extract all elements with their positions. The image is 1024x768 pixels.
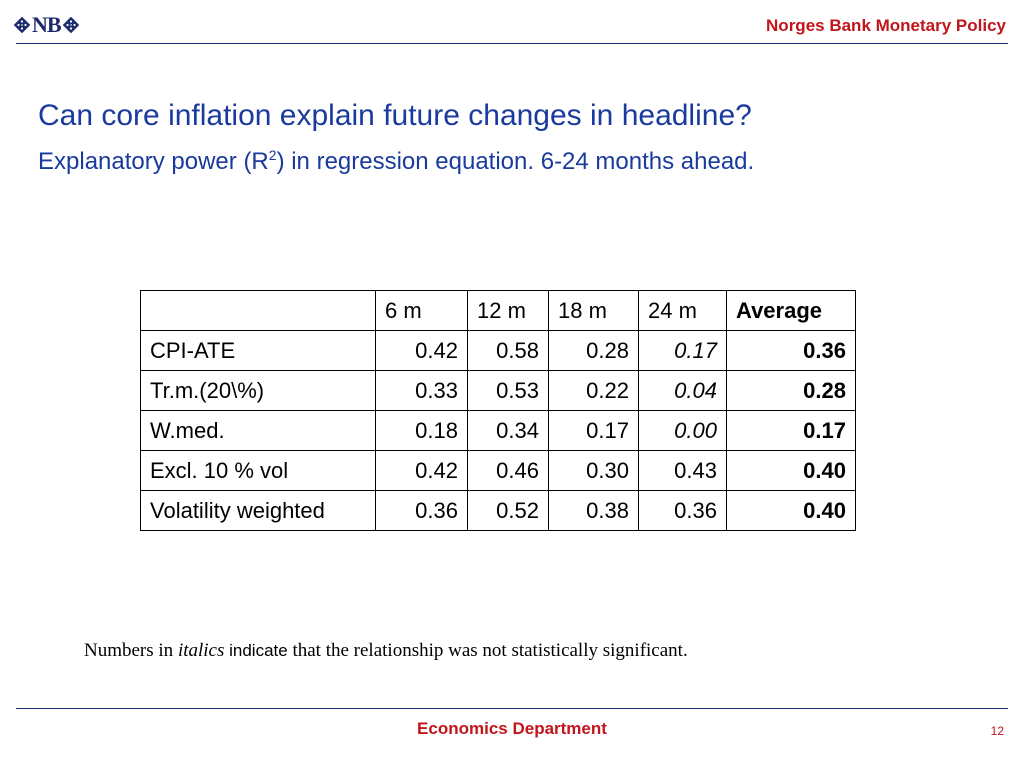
row-label: CPI-ATE — [140, 330, 376, 371]
cell-24m: 0.04 — [638, 370, 727, 411]
footnote-text-end: that the relationship was not statistica… — [287, 640, 688, 661]
table-row: Excl. 10 % vol 0.42 0.46 0.30 0.43 0.40 — [140, 450, 856, 491]
cell-6m: 0.33 — [375, 370, 468, 411]
row-label: Excl. 10 % vol — [140, 450, 376, 491]
footnote-italics-word: italics — [177, 640, 225, 661]
slide-subtitle: Explanatory power (R2) in regression equ… — [38, 138, 754, 179]
cell-18m: 0.38 — [548, 490, 639, 531]
page-number: 12 — [990, 724, 1004, 738]
cell-average: 0.28 — [726, 370, 856, 411]
footnote-text: Numbers in — [84, 640, 178, 661]
cell-18m: 0.17 — [548, 410, 639, 451]
cell-average: 0.17 — [726, 410, 856, 451]
cell-18m: 0.22 — [548, 370, 639, 411]
row-label: W.med. — [140, 410, 376, 451]
cell-average: 0.36 — [726, 330, 856, 371]
cell-12m: 0.34 — [467, 410, 549, 451]
cell-average: 0.40 — [726, 490, 856, 531]
cell-6m: 0.36 — [375, 490, 468, 531]
row-label: Tr.m.(20\%) — [140, 370, 376, 411]
header-divider — [16, 43, 1008, 44]
cell-24m: 0.00 — [638, 410, 727, 451]
header-cell-6m: 6 m — [375, 290, 468, 331]
cell-18m: 0.30 — [548, 450, 639, 491]
cell-18m: 0.28 — [548, 330, 639, 371]
footer-divider — [16, 708, 1008, 709]
footnote-indicate-word: indicate — [224, 641, 288, 660]
knot-ornament-icon — [14, 17, 30, 33]
cell-12m: 0.46 — [467, 450, 549, 491]
cell-6m: 0.18 — [375, 410, 468, 451]
table-row: W.med. 0.18 0.34 0.17 0.00 0.17 — [140, 410, 856, 451]
superscript-2: 2 — [268, 147, 277, 163]
table-row: Volatility weighted 0.36 0.52 0.38 0.36 … — [140, 490, 856, 531]
row-label: Volatility weighted — [140, 490, 376, 531]
header-cell-18m: 18 m — [548, 290, 639, 331]
slide-title: Can core inflation explain future change… — [38, 99, 752, 132]
header-cell-average: Average — [726, 290, 856, 331]
cell-12m: 0.58 — [467, 330, 549, 371]
cell-24m: 0.17 — [638, 330, 727, 371]
header-cell-12m: 12 m — [467, 290, 549, 331]
cell-average: 0.40 — [726, 450, 856, 491]
subtitle-text-end: ) in regression equation. 6-24 months ah… — [276, 148, 755, 175]
table-header-row: 6 m 12 m 18 m 24 m Average — [140, 290, 856, 331]
table-row: CPI-ATE 0.42 0.58 0.28 0.17 0.36 — [140, 330, 856, 371]
cell-12m: 0.52 — [467, 490, 549, 531]
cell-6m: 0.42 — [375, 450, 468, 491]
r-squared-table: 6 m 12 m 18 m 24 m Average CPI-ATE 0.42 … — [140, 290, 856, 531]
cell-6m: 0.42 — [375, 330, 468, 371]
header-cell-blank — [140, 290, 376, 331]
footnote: Numbers in italics indicate that the rel… — [84, 640, 688, 662]
footer-department: Economics Department — [417, 719, 607, 738]
knot-ornament-icon — [62, 17, 79, 33]
cell-24m: 0.43 — [638, 450, 727, 491]
header-title: Norges Bank Monetary Policy — [766, 16, 1006, 35]
cell-24m: 0.36 — [638, 490, 727, 531]
logo-text: NB — [32, 12, 62, 37]
norges-bank-logo: NB — [14, 12, 79, 38]
subtitle-text: Explanatory power (R — [38, 148, 269, 175]
header-cell-24m: 24 m — [638, 290, 727, 331]
cell-12m: 0.53 — [467, 370, 549, 411]
table-row: Tr.m.(20\%) 0.33 0.53 0.22 0.04 0.28 — [140, 370, 856, 411]
